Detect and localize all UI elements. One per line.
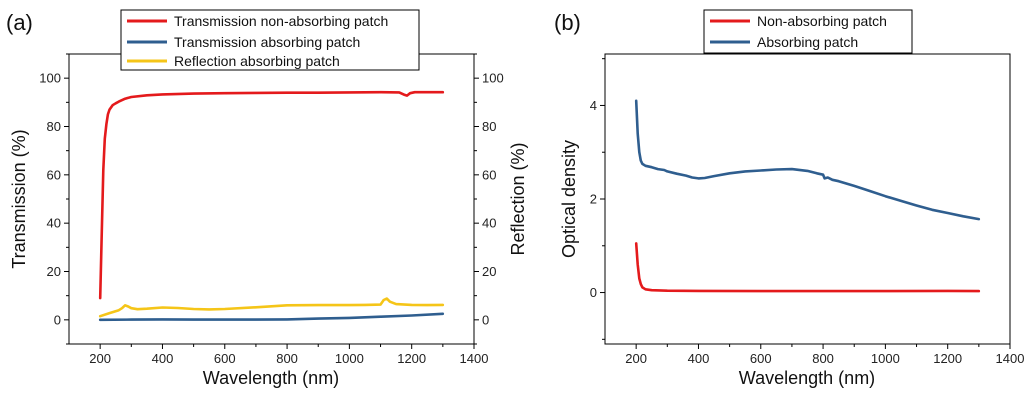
chart-b-xtick-label: 800 bbox=[812, 351, 834, 366]
legend-label-absorbing: Absorbing patch bbox=[757, 34, 858, 50]
chart-a-legend: Transmission non-absorbing patch Transmi… bbox=[120, 9, 420, 71]
chart-b-series bbox=[634, 99, 981, 293]
chart-a: 200 400 600 800 1000 1200 1400 0 20 40 60 80 100 0 2… bbox=[9, 9, 528, 388]
chart-a-ytick-label: 80 bbox=[47, 119, 61, 134]
chart-a-ytick-label: 20 bbox=[47, 264, 61, 279]
chart-b-frame bbox=[604, 53, 1011, 345]
chart-b-xtick-label: 600 bbox=[750, 351, 772, 366]
chart-a-ytick-right-label: 20 bbox=[482, 264, 496, 279]
legend-label-transmission-absorbing: Transmission absorbing patch bbox=[174, 34, 360, 50]
chart-b-xtick-label: 1200 bbox=[933, 351, 962, 366]
chart-b-xtick-label: 1400 bbox=[996, 351, 1024, 366]
chart-a-series-reflection-absorbing-patch bbox=[98, 297, 445, 318]
chart-b-xtick-label: 1000 bbox=[871, 351, 900, 366]
chart-b-ytick-label: 0 bbox=[590, 285, 597, 300]
chart-a-ytick-label: 60 bbox=[47, 167, 61, 182]
chart-a-xtick-label: 200 bbox=[89, 351, 111, 366]
chart-a-ytick-label: 100 bbox=[39, 71, 61, 86]
chart-b-legend: Non-absorbing patch Absorbing patch bbox=[703, 9, 913, 54]
chart-a-ylabel: Transmission (%) bbox=[9, 129, 29, 268]
legend-label-reflection-absorbing: Reflection absorbing patch bbox=[174, 53, 340, 69]
legend-label-non-absorbing: Non-absorbing patch bbox=[757, 13, 887, 29]
chart-a-ylabel-right: Reflection (%) bbox=[508, 142, 528, 255]
chart-a-ytick-right-label: 100 bbox=[482, 71, 504, 86]
chart-a-ytick-right-label: 80 bbox=[482, 119, 496, 134]
chart-a-x-ticks: 200 400 600 800 1000 1200 1400 bbox=[89, 344, 488, 366]
chart-b-ytick-label: 4 bbox=[590, 98, 597, 113]
chart-a-xtick-label: 1200 bbox=[397, 351, 426, 366]
chart-a-legend-box bbox=[120, 9, 420, 71]
chart-a-ytick-right-label: 60 bbox=[482, 167, 496, 182]
chart-a-xtick-label: 800 bbox=[276, 351, 298, 366]
chart-a-y-ticks: 0 20 40 60 80 100 bbox=[39, 53, 69, 345]
chart-a-xtick-label: 600 bbox=[214, 351, 236, 366]
chart-b-xtick-label: 400 bbox=[688, 351, 710, 366]
chart-b-y-ticks: 0 2 4 bbox=[590, 58, 605, 340]
chart-b-xlabel: Wavelength (nm) bbox=[739, 368, 875, 388]
chart-a-xtick-label: 1400 bbox=[460, 351, 489, 366]
chart-b-xtick-label: 200 bbox=[625, 351, 647, 366]
chart-a-series-transmission-absorbing-patch bbox=[98, 312, 445, 322]
chart-a-xtick-label: 400 bbox=[152, 351, 174, 366]
chart-b-legend-box bbox=[703, 9, 913, 54]
chart-b-ylabel: Optical density bbox=[559, 140, 579, 258]
panel-label-b: (b) bbox=[554, 10, 581, 35]
chart-b-series-non-absorbing-patch bbox=[634, 242, 981, 293]
chart-a-y-ticks-right: 0 20 40 60 80 100 bbox=[474, 53, 504, 345]
panel-label-a: (a) bbox=[6, 10, 33, 35]
chart-a-ytick-label: 40 bbox=[47, 216, 61, 231]
chart-b-x-ticks: 200 400 600 800 1000 1200 1400 bbox=[625, 344, 1024, 366]
chart-a-xtick-label: 1000 bbox=[335, 351, 364, 366]
chart-a-xlabel: Wavelength (nm) bbox=[203, 368, 339, 388]
chart-a-ytick-right-label: 0 bbox=[482, 312, 489, 327]
chart-b: 200 400 600 800 1000 1200 1400 0 2 4 Wavelength … bbox=[559, 9, 1024, 388]
legend-label-transmission-non-absorbing: Transmission non-absorbing patch bbox=[174, 13, 388, 29]
chart-a-series-transmission-non-absorbing-patch bbox=[98, 90, 445, 300]
chart-b-ytick-label: 2 bbox=[590, 192, 597, 207]
chart-a-ytick-label: 0 bbox=[54, 312, 61, 327]
chart-b-series-absorbing-patch bbox=[634, 99, 981, 221]
chart-a-ytick-right-label: 40 bbox=[482, 216, 496, 231]
chart-a-series bbox=[98, 90, 445, 322]
